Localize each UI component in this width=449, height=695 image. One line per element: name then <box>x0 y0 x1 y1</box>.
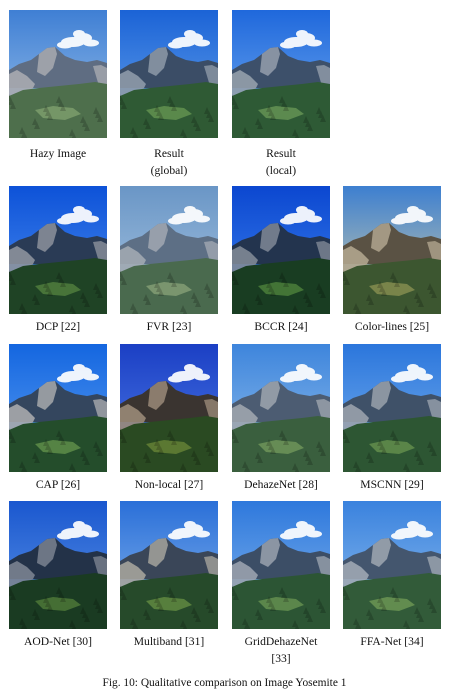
panel-image-result-global <box>120 10 218 138</box>
panel-label-aod-net-30: AOD-Net [30] <box>24 635 92 648</box>
panel-image-hazy-image <box>9 10 107 138</box>
panel-label-multiband-31: Multiband [31] <box>133 635 205 648</box>
panel-label-result-local-line2: (local) <box>265 164 297 177</box>
panel-label-result-local-line1: Result <box>266 147 296 160</box>
figure-caption: Fig. 10: Qualitative comparison on Image… <box>102 677 347 689</box>
panel-label-color-lines-25: Color-lines [25] <box>354 320 430 333</box>
panel-image-dehazenet-28 <box>232 344 330 472</box>
panel-image-color-lines-25 <box>343 186 441 314</box>
panel-image-dcp-22 <box>9 186 107 314</box>
panel-image-griddehazenet-33 <box>232 501 330 629</box>
panel-image-bccr-24 <box>232 186 330 314</box>
panel-label-dehazenet-28: DehazeNet [28] <box>244 478 318 491</box>
panel-image-ffa-net-34 <box>343 501 441 629</box>
panel-image-multiband-31 <box>120 501 218 629</box>
panel-label-non-local-27: Non-local [27] <box>134 478 204 491</box>
panel-label-griddehazenet-33-line2: [33] <box>271 652 291 665</box>
panel-label-result-global-line1: Result <box>154 147 184 160</box>
panel-label-ffa-net-34: FFA-Net [34] <box>360 635 424 648</box>
panel-label-fvr-23: FVR [23] <box>146 320 192 333</box>
panel-label-dcp-22: DCP [22] <box>35 320 81 333</box>
panel-image-result-local <box>232 10 330 138</box>
panel-label-cap-26: CAP [26] <box>35 478 81 491</box>
panel-label-bccr-24: BCCR [24] <box>254 320 308 333</box>
panel-image-mscnn-29 <box>343 344 441 472</box>
panel-image-cap-26 <box>9 344 107 472</box>
panel-label-mscnn-29: MSCNN [29] <box>360 478 424 491</box>
panel-label-griddehazenet-33-line1: GridDehazeNet <box>244 635 318 648</box>
panel-image-aod-net-30 <box>9 501 107 629</box>
panel-image-non-local-27 <box>120 344 218 472</box>
panel-label-result-global-line2: (global) <box>150 164 188 177</box>
panel-image-fvr-23 <box>120 186 218 314</box>
panel-label-hazy-image: Hazy Image <box>29 147 87 160</box>
